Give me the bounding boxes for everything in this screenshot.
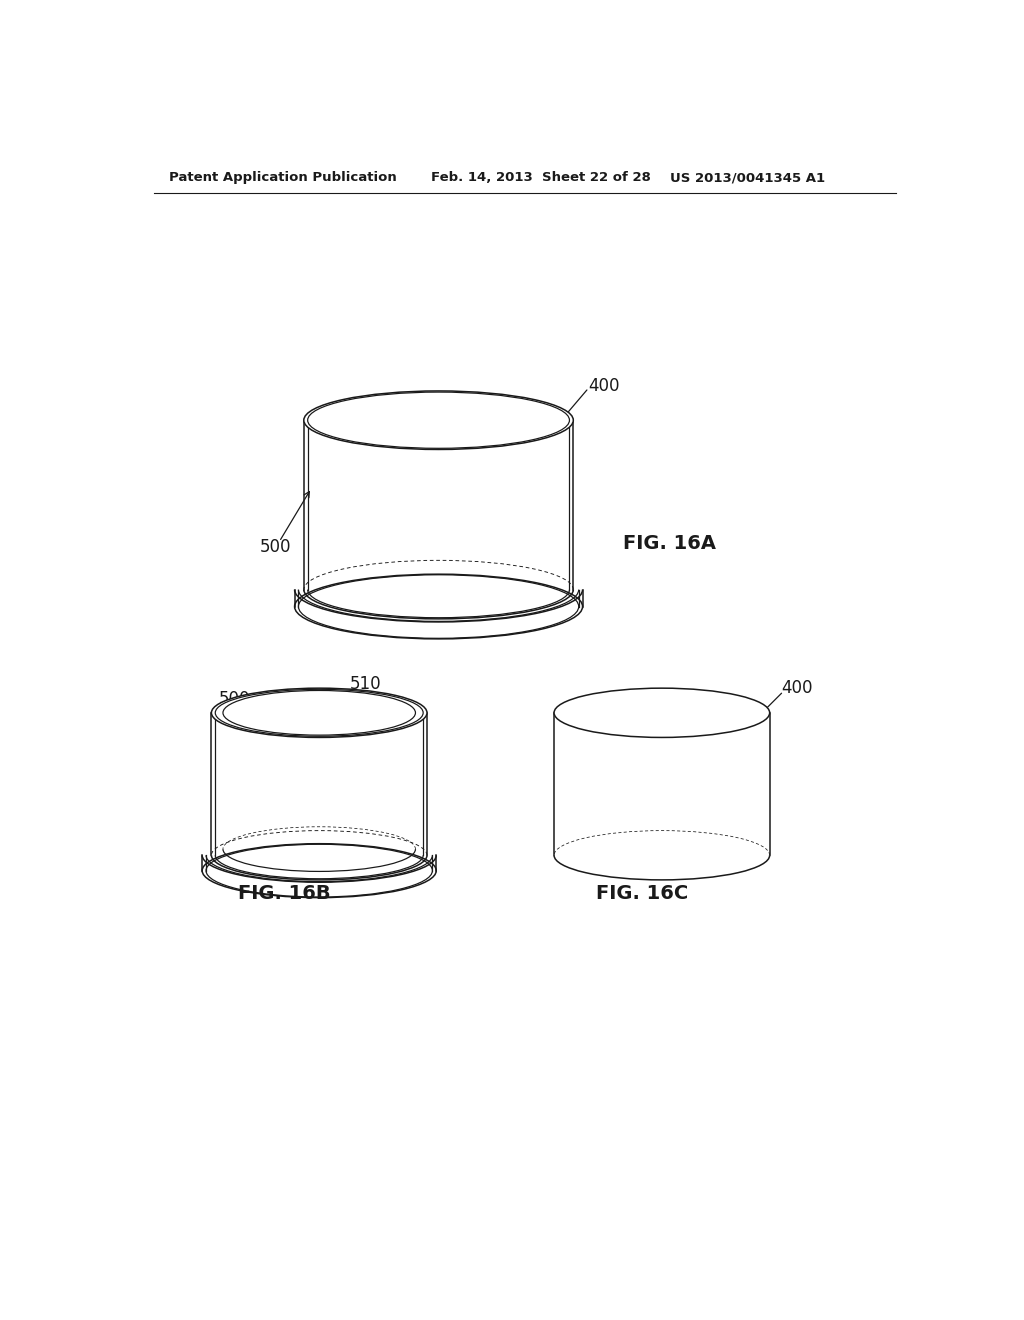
Text: FIG. 16B: FIG. 16B xyxy=(239,884,331,903)
Ellipse shape xyxy=(211,688,427,738)
Text: FIG. 16A: FIG. 16A xyxy=(624,533,717,553)
Ellipse shape xyxy=(304,391,573,449)
Text: 400: 400 xyxy=(589,376,621,395)
Ellipse shape xyxy=(202,843,436,898)
Text: Patent Application Publication: Patent Application Publication xyxy=(169,172,397,185)
Text: US 2013/0041345 A1: US 2013/0041345 A1 xyxy=(670,172,824,185)
Text: 500: 500 xyxy=(260,539,292,556)
Ellipse shape xyxy=(554,688,770,738)
Text: 510: 510 xyxy=(350,675,382,693)
Ellipse shape xyxy=(295,574,583,639)
Ellipse shape xyxy=(223,690,416,735)
Text: Feb. 14, 2013  Sheet 22 of 28: Feb. 14, 2013 Sheet 22 of 28 xyxy=(431,172,650,185)
Text: 400: 400 xyxy=(781,680,813,697)
Text: FIG. 16C: FIG. 16C xyxy=(597,884,689,903)
Text: 500: 500 xyxy=(219,690,251,708)
